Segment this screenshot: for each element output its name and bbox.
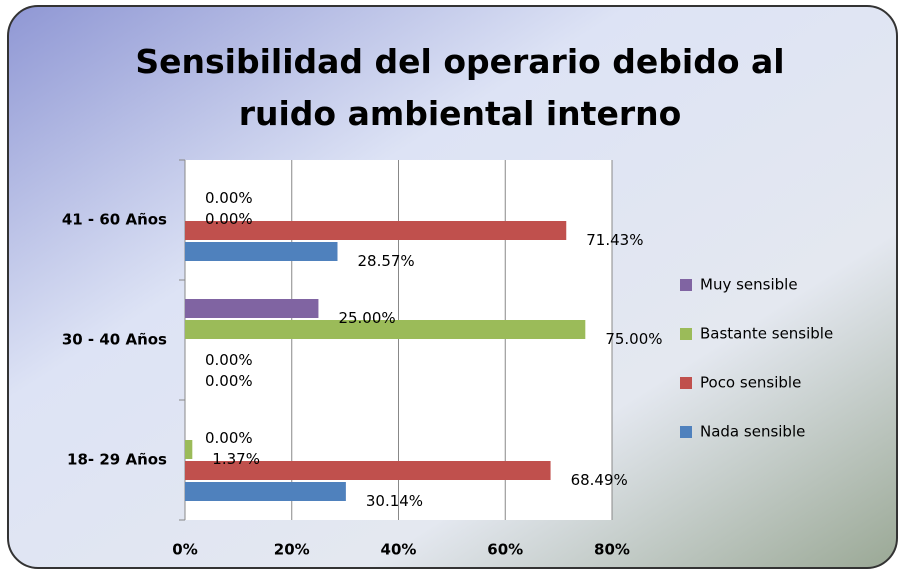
legend-swatch	[680, 328, 692, 340]
bar	[185, 461, 551, 480]
bar	[185, 242, 338, 261]
x-tick-label: 60%	[487, 541, 523, 559]
data-label: 75.00%	[605, 330, 662, 348]
legend-label: Muy sensible	[700, 276, 798, 294]
y-tick-label: 30 - 40 Años	[62, 331, 167, 349]
bar	[185, 482, 346, 501]
legend-swatch	[680, 426, 692, 438]
legend-swatch	[680, 279, 692, 291]
legend-swatch	[680, 377, 692, 389]
x-tick-label: 0%	[172, 541, 197, 559]
data-label: 0.00%	[205, 189, 253, 207]
chart-title: Sensibilidad del operario debido al ruid…	[135, 42, 785, 133]
x-tick-label: 20%	[274, 541, 310, 559]
bar	[185, 320, 586, 339]
data-label: 30.14%	[366, 492, 423, 510]
legend-label: Poco sensible	[700, 374, 801, 392]
legend-label: Bastante sensible	[700, 325, 833, 343]
x-tick-label: 40%	[381, 541, 417, 559]
data-label: 0.00%	[205, 351, 253, 369]
data-label: 28.57%	[357, 252, 414, 270]
bar	[185, 299, 319, 318]
bar	[185, 221, 567, 240]
x-tick-label: 80%	[594, 541, 630, 559]
y-tick-label: 41 - 60 Años	[62, 211, 167, 229]
data-label: 71.43%	[586, 231, 643, 249]
data-label: 0.00%	[205, 372, 253, 390]
y-tick-label: 18- 29 Años	[67, 451, 167, 469]
legend-label: Nada sensible	[700, 423, 805, 441]
bar	[185, 440, 193, 459]
data-label: 1.37%	[212, 450, 260, 468]
data-label: 0.00%	[205, 429, 253, 447]
data-label: 25.00%	[338, 309, 395, 327]
data-label: 68.49%	[571, 471, 628, 489]
data-label: 0.00%	[205, 210, 253, 228]
